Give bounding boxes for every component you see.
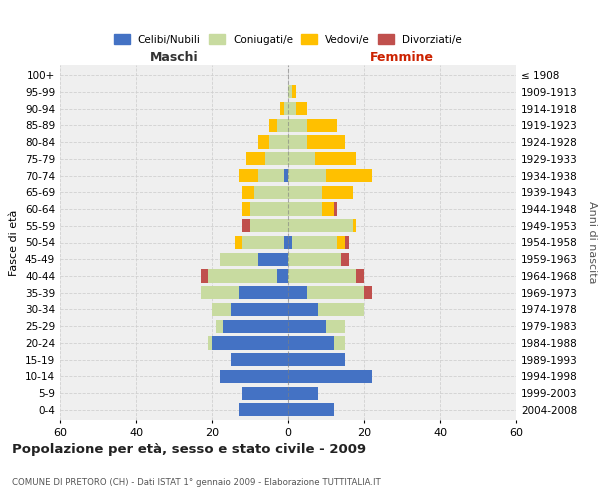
- Bar: [200, 270, 208, 282]
- Bar: [284, 102, 288, 115]
- Bar: [341, 252, 349, 266]
- Bar: [223, 320, 288, 333]
- Bar: [257, 252, 288, 266]
- Bar: [280, 102, 284, 115]
- Bar: [220, 370, 288, 383]
- Bar: [307, 119, 337, 132]
- Bar: [337, 236, 345, 249]
- Bar: [288, 252, 341, 266]
- Y-axis label: Anni di nascita: Anni di nascita: [587, 201, 597, 284]
- Bar: [288, 202, 322, 215]
- Bar: [216, 320, 223, 333]
- Bar: [292, 236, 337, 249]
- Bar: [265, 152, 288, 166]
- Bar: [288, 219, 353, 232]
- Bar: [212, 303, 231, 316]
- Bar: [288, 102, 296, 115]
- Bar: [200, 286, 239, 300]
- Bar: [322, 186, 353, 199]
- Bar: [250, 219, 288, 232]
- Bar: [242, 186, 254, 199]
- Bar: [246, 152, 265, 166]
- Bar: [353, 219, 356, 232]
- Bar: [288, 186, 322, 199]
- Bar: [277, 119, 288, 132]
- Bar: [288, 136, 307, 148]
- Bar: [288, 169, 326, 182]
- Bar: [292, 86, 296, 98]
- Bar: [208, 270, 277, 282]
- Bar: [269, 119, 277, 132]
- Bar: [288, 270, 356, 282]
- Bar: [288, 404, 334, 416]
- Bar: [254, 186, 288, 199]
- Bar: [239, 404, 288, 416]
- Bar: [314, 152, 356, 166]
- Bar: [334, 202, 337, 215]
- Bar: [257, 136, 269, 148]
- Bar: [288, 320, 326, 333]
- Bar: [242, 202, 250, 215]
- Bar: [326, 169, 371, 182]
- Bar: [345, 236, 349, 249]
- Bar: [307, 136, 345, 148]
- Bar: [250, 202, 288, 215]
- Bar: [288, 303, 319, 316]
- Bar: [288, 86, 292, 98]
- Text: COMUNE DI PRETORO (CH) - Dati ISTAT 1° gennaio 2009 - Elaborazione TUTTITALIA.IT: COMUNE DI PRETORO (CH) - Dati ISTAT 1° g…: [12, 478, 381, 487]
- Bar: [242, 219, 250, 232]
- Bar: [235, 236, 242, 249]
- Bar: [212, 336, 288, 349]
- Bar: [284, 236, 288, 249]
- Bar: [288, 353, 345, 366]
- Bar: [364, 286, 371, 300]
- Text: Femmine: Femmine: [370, 51, 434, 64]
- Bar: [288, 286, 307, 300]
- Bar: [231, 353, 288, 366]
- Bar: [296, 102, 307, 115]
- Bar: [288, 386, 319, 400]
- Bar: [356, 270, 364, 282]
- Bar: [288, 119, 307, 132]
- Bar: [319, 303, 364, 316]
- Bar: [257, 169, 284, 182]
- Bar: [277, 270, 288, 282]
- Bar: [288, 370, 371, 383]
- Bar: [242, 236, 284, 249]
- Bar: [288, 336, 334, 349]
- Bar: [322, 202, 334, 215]
- Bar: [269, 136, 288, 148]
- Bar: [288, 236, 292, 249]
- Bar: [284, 169, 288, 182]
- Bar: [220, 252, 257, 266]
- Bar: [334, 336, 345, 349]
- Bar: [288, 152, 314, 166]
- Legend: Celibi/Nubili, Coniugati/e, Vedovi/e, Divorziati/e: Celibi/Nubili, Coniugati/e, Vedovi/e, Di…: [111, 31, 465, 48]
- Bar: [239, 169, 257, 182]
- Bar: [208, 336, 212, 349]
- Bar: [239, 286, 288, 300]
- Bar: [307, 286, 364, 300]
- Bar: [326, 320, 345, 333]
- Bar: [231, 303, 288, 316]
- Text: Popolazione per età, sesso e stato civile - 2009: Popolazione per età, sesso e stato civil…: [12, 442, 366, 456]
- Text: Maschi: Maschi: [149, 51, 199, 64]
- Y-axis label: Fasce di età: Fasce di età: [10, 210, 19, 276]
- Bar: [242, 386, 288, 400]
